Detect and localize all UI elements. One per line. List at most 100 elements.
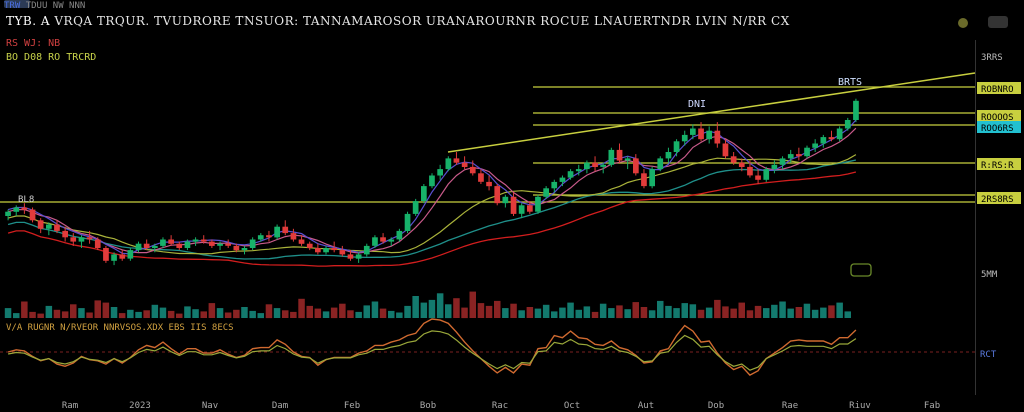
- candle-body: [298, 239, 305, 244]
- x-tick-label: Bob: [420, 401, 436, 411]
- volume-bar: [420, 302, 428, 318]
- volume-bar: [828, 305, 835, 319]
- volume-bar: [673, 308, 680, 318]
- volume-bar: [779, 301, 786, 318]
- candle-body: [469, 166, 476, 174]
- volume-bar: [241, 307, 248, 318]
- candle-body: [641, 173, 647, 187]
- volume-bar: [689, 304, 697, 319]
- candle-body: [355, 254, 362, 259]
- candle-body: [209, 241, 215, 246]
- brand-label: TRW: [4, 1, 21, 11]
- candle-body: [616, 149, 623, 161]
- title-rest: VRQA TRQUR. TVUDRORE TNSUOR: TANNAMAROSO…: [54, 14, 790, 28]
- candle-body: [649, 169, 655, 187]
- price-tag-bg: [977, 82, 1021, 94]
- candle-body: [771, 164, 778, 170]
- volume-bar: [78, 308, 85, 318]
- candle-body: [518, 205, 525, 214]
- x-tick-label: Feb: [344, 401, 360, 411]
- volume-bar: [118, 313, 126, 319]
- topbar-chip[interactable]: [4, 0, 30, 8]
- candle-body: [478, 173, 484, 182]
- volume-bar: [13, 313, 20, 319]
- volume-bar: [379, 308, 387, 318]
- volume-bar: [803, 303, 811, 318]
- candle-body: [722, 143, 729, 157]
- volume-bar: [290, 311, 297, 318]
- volume-bar: [494, 300, 501, 318]
- volume-bar: [551, 311, 558, 318]
- moving-averages: [7, 119, 857, 267]
- candle-body: [380, 237, 386, 242]
- candle-body: [535, 196, 541, 212]
- volume-bar: [844, 311, 851, 318]
- candle-body: [37, 220, 44, 229]
- volume-bar: [371, 301, 379, 318]
- ma-blue-line: [7, 119, 857, 255]
- candle-body: [608, 149, 615, 165]
- header-row1-text: TDUU NW NNN: [25, 1, 86, 11]
- settings-dot-button[interactable]: [958, 18, 968, 28]
- volume-bar: [216, 308, 224, 318]
- volume-bar: [282, 310, 289, 318]
- candle-body: [567, 171, 574, 178]
- ma-pink-line: [7, 127, 857, 254]
- candle-body: [510, 196, 517, 214]
- price-tag: 2RS8RS: [981, 195, 1014, 205]
- candle-body: [665, 152, 672, 159]
- volume-bar: [763, 308, 770, 318]
- candle-body: [257, 235, 264, 240]
- volume-bar: [477, 303, 485, 318]
- volume-bar: [257, 313, 264, 319]
- candle-body: [168, 239, 174, 244]
- x-axis-labels: Ram 2023 Nav Dam Feb Bob Rac Oct Aut Dob Rae Riuv Fa…: [62, 401, 940, 411]
- candle-body: [673, 141, 680, 152]
- volume-bar: [70, 304, 77, 319]
- candles: [5, 98, 859, 266]
- candle-body: [421, 186, 427, 201]
- volume-bar: [722, 306, 729, 318]
- price-tag-bg: [977, 192, 1021, 204]
- candle-body: [62, 230, 68, 238]
- candle-body: [282, 226, 289, 234]
- candle-body: [184, 241, 191, 248]
- volume-bar: [208, 303, 216, 318]
- candle-body: [94, 239, 101, 248]
- candle-body: [315, 248, 321, 253]
- candle-body: [54, 224, 60, 231]
- volume-bar: [200, 311, 207, 318]
- volume-bar: [102, 302, 110, 318]
- candle-body: [266, 235, 272, 238]
- volume-bar: [249, 310, 256, 319]
- menu-button[interactable]: [988, 16, 1008, 28]
- candle-body: [21, 207, 28, 210]
- candle-body: [103, 248, 109, 261]
- candle-body: [698, 128, 704, 140]
- price-tag: R:RS:R: [981, 161, 1014, 171]
- candle-body: [804, 147, 810, 157]
- candle-body: [5, 211, 11, 216]
- volume-bar: [347, 310, 354, 318]
- volume-bar: [681, 303, 688, 318]
- candle-body: [584, 162, 590, 170]
- candle-body: [290, 233, 297, 240]
- candle-body: [633, 158, 639, 174]
- volume-bar: [445, 304, 452, 319]
- candle-body: [70, 237, 77, 242]
- candle-body: [763, 169, 770, 180]
- volume-bar: [559, 307, 566, 319]
- volume-bar: [167, 310, 175, 319]
- candle-body: [543, 188, 549, 197]
- candle-body: [437, 169, 443, 176]
- candle-body: [755, 175, 761, 180]
- candle-body: [241, 248, 248, 251]
- x-tick-label: Rac: [492, 401, 508, 411]
- candle-body: [461, 162, 468, 167]
- candle-body: [828, 137, 835, 140]
- volume-bar: [388, 310, 395, 319]
- volume-bar: [518, 310, 525, 318]
- volume-bar: [37, 313, 44, 318]
